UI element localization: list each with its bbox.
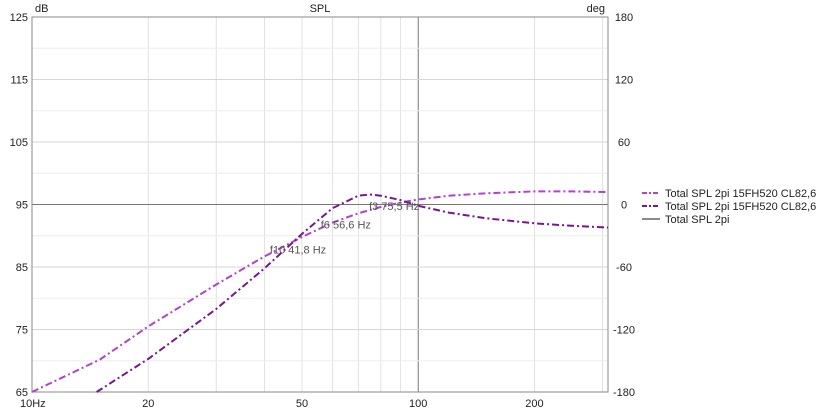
y-left-tick-label: 95 xyxy=(16,200,28,212)
chart-title: SPL xyxy=(310,3,331,15)
y-right-tick-label: -120 xyxy=(613,325,635,337)
y-right-tick-label: -180 xyxy=(613,387,635,399)
y-left-tick-label: 105 xyxy=(10,137,28,149)
y-right-tick-label: -60 xyxy=(616,262,632,274)
legend-item-label: Total SPL 2pi xyxy=(665,214,729,226)
cutoff-annotation: f3 75,5 Hz xyxy=(369,201,419,213)
y-left-tick-label: 85 xyxy=(16,262,28,274)
x-tick-label: 20 xyxy=(142,398,154,410)
x-tick-label: 100 xyxy=(409,398,427,410)
grid xyxy=(32,17,608,392)
y-right-tick-label: 60 xyxy=(618,137,630,149)
plot-frame xyxy=(31,16,609,393)
y-right-tick-label: 0 xyxy=(621,200,627,212)
y-left-tick-label: 115 xyxy=(10,75,28,87)
y-left-unit: dB xyxy=(35,3,48,15)
y-left-tick-label: 125 xyxy=(10,12,28,24)
y-right-tick-label: 120 xyxy=(615,75,633,87)
series-lines xyxy=(31,190,609,393)
legend-item-label: Total SPL 2pi 15FH520 CL82,6 xyxy=(665,201,816,213)
y-left-tick-label: 75 xyxy=(16,325,28,337)
x-tick-label: 200 xyxy=(525,398,543,410)
y-left-tick-label: 65 xyxy=(16,387,28,399)
x-tick-label: 50 xyxy=(296,398,308,410)
tick-labels: 10Hz 20 50 100 200 65 75 85 95 105 115 125 -180 -120 -… xyxy=(10,12,635,410)
y-right-tick-label: 180 xyxy=(615,12,633,24)
x-tick-label: 10Hz xyxy=(20,398,46,410)
series-line-1 xyxy=(31,190,609,393)
y-right-unit: deg xyxy=(587,3,605,15)
cutoff-annotation: f6 56,6 Hz xyxy=(321,220,371,232)
series-line-2 xyxy=(96,193,609,393)
annotations: f3 75,5 Hz f6 56,6 Hz f10 41,8 Hz xyxy=(270,201,419,257)
cutoff-annotation: f10 41,8 Hz xyxy=(270,245,326,257)
legend-item-label: Total SPL 2pi 15FH520 CL82,6 xyxy=(665,188,816,200)
